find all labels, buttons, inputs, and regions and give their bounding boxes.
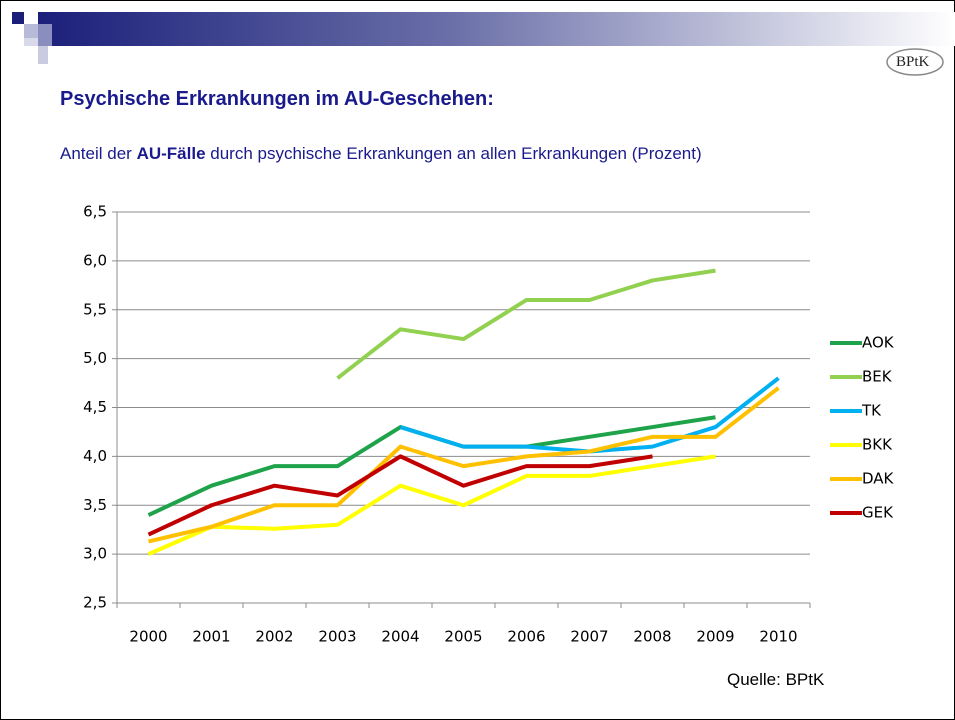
- logo: BPtK: [896, 54, 930, 70]
- plot-area: 2,5 3,0 3,5 4,0 4,5 5,0 5,5 6,0 6,5 2000 2001 2002 2…: [83, 203, 895, 646]
- x-tick-label: 2000: [129, 628, 167, 646]
- y-tick-label: 5,5: [83, 300, 107, 318]
- legend-label: DAK: [862, 470, 895, 488]
- y-tick-label: 2,5: [83, 594, 107, 612]
- series-line: [148, 386, 780, 544]
- x-tick-label: 2008: [633, 628, 671, 646]
- x-tick-label: 2005: [444, 628, 482, 646]
- source-note: Quelle: BPtK: [727, 670, 825, 689]
- deco-square: [24, 24, 38, 38]
- legend-label: BKK: [862, 436, 893, 454]
- deco-square: [38, 46, 48, 64]
- x-tick-label: 2007: [570, 628, 608, 646]
- x-tick-label: 2002: [255, 628, 293, 646]
- series-line: [336, 268, 716, 380]
- deco-square: [12, 12, 24, 24]
- x-tick-label: 2009: [696, 628, 734, 646]
- deco-square: [24, 38, 38, 46]
- subtitle-text: Anteil der: [60, 144, 132, 163]
- slide-title: Psychische Erkrankungen im AU-Geschehen:: [60, 88, 494, 110]
- legend-label: GEK: [862, 504, 894, 522]
- subtitle-text: durch psychische Erkrankungen an allen E…: [210, 144, 702, 163]
- deco-square: [38, 24, 52, 46]
- y-tick-label: 3,5: [83, 496, 107, 514]
- x-tick-label: 2003: [318, 628, 356, 646]
- y-tick-label: 6,0: [83, 251, 107, 269]
- x-tick-label: 2004: [381, 628, 419, 646]
- y-tick-label: 4,5: [83, 398, 107, 416]
- x-tick-label: 2010: [759, 628, 797, 646]
- y-tick-label: 6,5: [83, 203, 107, 221]
- y-tick-label: 3,0: [83, 545, 107, 563]
- x-tick-label: 2001: [192, 628, 230, 646]
- y-tick-label: 4,0: [83, 447, 107, 465]
- logo-ring: [886, 48, 944, 76]
- header-bar: [38, 12, 955, 46]
- x-tick-label: 2006: [507, 628, 545, 646]
- slide-subtitle: Anteil der AU-Fälle durch psychische Erk…: [60, 144, 702, 164]
- legend-label: TK: [861, 402, 882, 420]
- legend-label: BEK: [862, 368, 893, 386]
- legend-label: AOK: [862, 334, 895, 352]
- series-line: [147, 454, 653, 537]
- series-line: [399, 376, 780, 454]
- subtitle-bold: AU-Fälle: [136, 144, 206, 163]
- series-line: [147, 454, 716, 556]
- y-tick-label: 5,0: [83, 349, 107, 367]
